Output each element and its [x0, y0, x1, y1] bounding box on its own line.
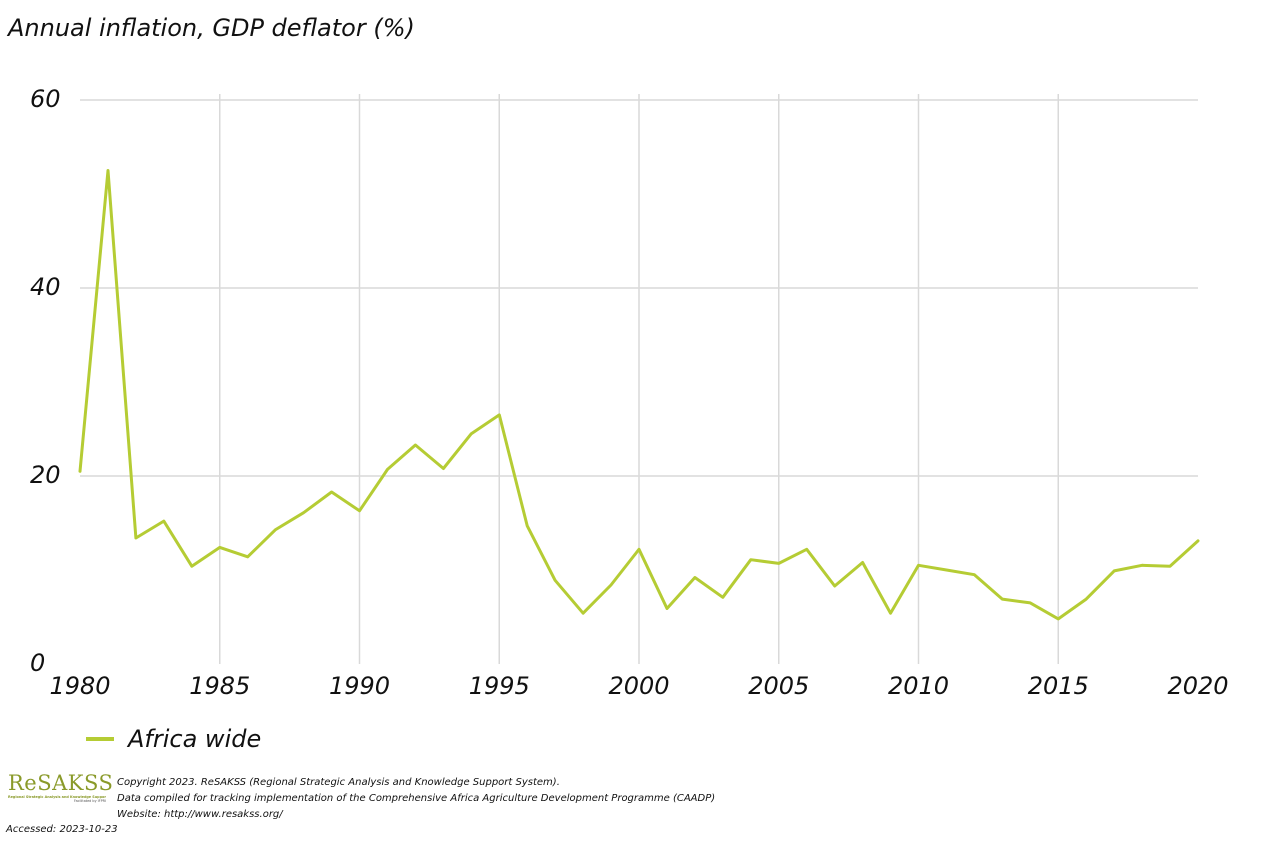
y-tick-0: 0	[30, 649, 45, 677]
x-tick-1990: 1990	[329, 672, 390, 700]
x-tick-1995: 1995	[469, 672, 530, 700]
copyright-line: Copyright 2023. ReSAKSS (Regional Strate…	[117, 777, 560, 788]
x-tick-2010: 2010	[888, 672, 949, 700]
x-axis-ticks: 1980 1985 1990 1995 2000 2005 2010 2015 2020	[49, 672, 1228, 700]
legend-label-africa-wide: Africa wide	[128, 725, 262, 753]
y-axis-ticks: 0 20 40 60	[30, 85, 61, 677]
logo-sub: Facilitated by IFPRI	[73, 799, 106, 803]
series-layer	[78, 169, 1200, 621]
x-tick-2005: 2005	[748, 672, 809, 700]
compiled-line: Data compiled for tracking implementatio…	[117, 793, 716, 804]
accessed-date: Accessed: 2023-10-23	[6, 824, 118, 835]
x-tick-2000: 2000	[608, 672, 669, 700]
website-line: Website: http://www.resakss.org/	[117, 809, 283, 820]
series-line-africa-wide	[78, 169, 1200, 621]
footer-text: Copyright 2023. ReSAKSS (Regional Strate…	[117, 775, 715, 823]
y-tick-40: 40	[30, 273, 61, 301]
grid-lines	[80, 94, 1198, 664]
x-tick-2020: 2020	[1167, 672, 1228, 700]
y-tick-60: 60	[30, 85, 61, 113]
x-tick-2015: 2015	[1028, 672, 1089, 700]
chart-title: Annual inflation, GDP deflator (%)	[8, 14, 415, 42]
legend: Africa wide	[86, 724, 261, 754]
x-tick-1985: 1985	[189, 672, 250, 700]
legend-swatch-africa-wide	[86, 737, 114, 741]
x-tick-1980: 1980	[49, 672, 110, 700]
logo-tagline: Regional Strategic Analysis and Knowledg…	[8, 795, 106, 799]
logo-wordmark: ReSAKSS	[8, 771, 114, 795]
resakss-logo: ReSAKSS Regional Strategic Analysis and …	[8, 771, 114, 803]
y-tick-20: 20	[30, 461, 61, 489]
